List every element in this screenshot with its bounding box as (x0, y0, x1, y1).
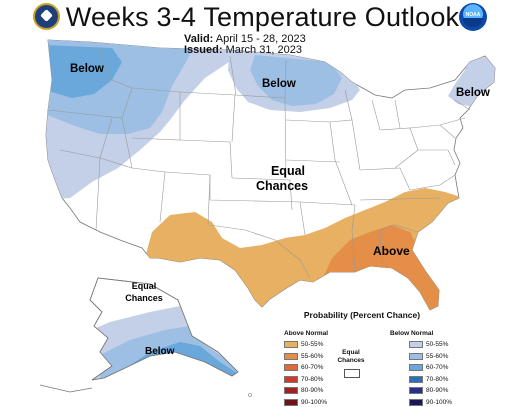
legend-below-row: 60-70% (409, 363, 448, 372)
legend-above-label: 80-90% (301, 387, 324, 394)
legend-below-row: 90-100% (409, 398, 452, 407)
label-below-north: Below (262, 78, 296, 90)
legend-below-label: 80-90% (426, 387, 449, 394)
hawaii-islands (248, 393, 252, 397)
legend-below-row: 70-80% (409, 375, 448, 384)
valid-dates: April 15 - 28, 2023 (215, 33, 306, 45)
legend-equal-line2: Chances (337, 357, 365, 364)
label-below-northeast: Below (456, 87, 490, 99)
legend-above-header: Above Normal (284, 330, 329, 337)
legend-below-swatch (409, 398, 423, 406)
legend-below-row: 80-90% (409, 386, 448, 395)
legend-above-label: 90-100% (301, 398, 328, 406)
legend-above-swatch (284, 387, 298, 394)
legend-below-swatch (409, 341, 423, 348)
legend-equal-label: Equal Chances (334, 349, 368, 365)
valid-label: Valid: (184, 33, 214, 45)
label-alaska-equal-line2: Chances (125, 293, 163, 303)
legend-above-row: 60-70% (284, 363, 323, 372)
legend-below-label: 55-60% (426, 352, 449, 360)
legend-below-row: 50-55% (409, 340, 448, 349)
legend-below-label: 70-80% (426, 375, 449, 383)
noaa-logo-text: NOAA (465, 12, 481, 18)
legend-below-header: Below Normal (390, 330, 434, 337)
page-title: Weeks 3-4 Temperature Outlook (65, 2, 460, 32)
legend-equal-line1: Equal (342, 349, 360, 356)
legend-above-row: 70-80% (284, 375, 323, 384)
label-above-southeast: Above (373, 244, 410, 258)
legend-below-label: 60-70% (426, 364, 449, 371)
issued-label: Issued: (184, 44, 223, 56)
state-boundaries (47, 47, 471, 279)
label-equal-chances-line2: Chances (256, 179, 308, 193)
legend-above-swatch (284, 398, 298, 406)
legend: Probability (Percent Chance) Above Norma… (282, 310, 522, 407)
legend-below-row: 55-60% (409, 352, 448, 361)
legend-above-label: 70-80% (301, 375, 324, 383)
legend-above-row: 90-100% (284, 398, 327, 407)
legend-below-label: 50-55% (426, 341, 449, 348)
label-alaska-equal-line1: Equal (132, 281, 157, 291)
legend-above-row: 50-55% (284, 340, 323, 349)
below-north-inner-region (250, 55, 342, 106)
legend-below-swatch (409, 364, 423, 371)
legend-above-label: 60-70% (301, 364, 324, 371)
legend-above-swatch (284, 341, 298, 348)
legend-above-swatch (284, 375, 298, 383)
legend-below-swatch (409, 352, 423, 360)
issued-date: March 31, 2023 (225, 44, 303, 56)
legend-equal-swatch (344, 369, 360, 378)
doc-seal-logo (33, 3, 60, 30)
legend-below-swatch (409, 387, 423, 394)
noaa-logo: NOAA (459, 3, 487, 31)
legend-above-label: 55-60% (301, 352, 324, 360)
label-alaska-below: Below (145, 346, 175, 357)
legend-above-swatch (284, 364, 298, 371)
below-west-core-region (46, 45, 122, 98)
legend-above-row: 55-60% (284, 352, 323, 361)
legend-above-row: 80-90% (284, 386, 323, 395)
label-equal-chances-line1: Equal (271, 164, 305, 178)
label-below-west: Below (70, 63, 104, 75)
legend-above-swatch (284, 352, 298, 360)
issued-row: Issued: March 31, 2023 (184, 44, 302, 56)
legend-below-swatch (409, 375, 423, 383)
valid-row: Valid: April 15 - 28, 2023 (184, 33, 306, 45)
legend-below-label: 90-100% (426, 398, 453, 406)
legend-title: Probability (Percent Chance) (303, 310, 421, 320)
legend-above-label: 50-55% (301, 341, 324, 348)
